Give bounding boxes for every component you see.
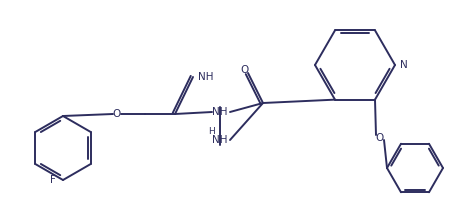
Text: NH: NH — [212, 107, 227, 117]
Text: NH: NH — [212, 135, 227, 145]
Text: H: H — [208, 127, 215, 137]
Text: O: O — [375, 133, 383, 143]
Text: O: O — [241, 65, 249, 75]
Text: O: O — [112, 109, 121, 119]
Text: NH: NH — [197, 72, 213, 82]
Text: F: F — [50, 175, 56, 185]
Text: N: N — [399, 60, 407, 70]
